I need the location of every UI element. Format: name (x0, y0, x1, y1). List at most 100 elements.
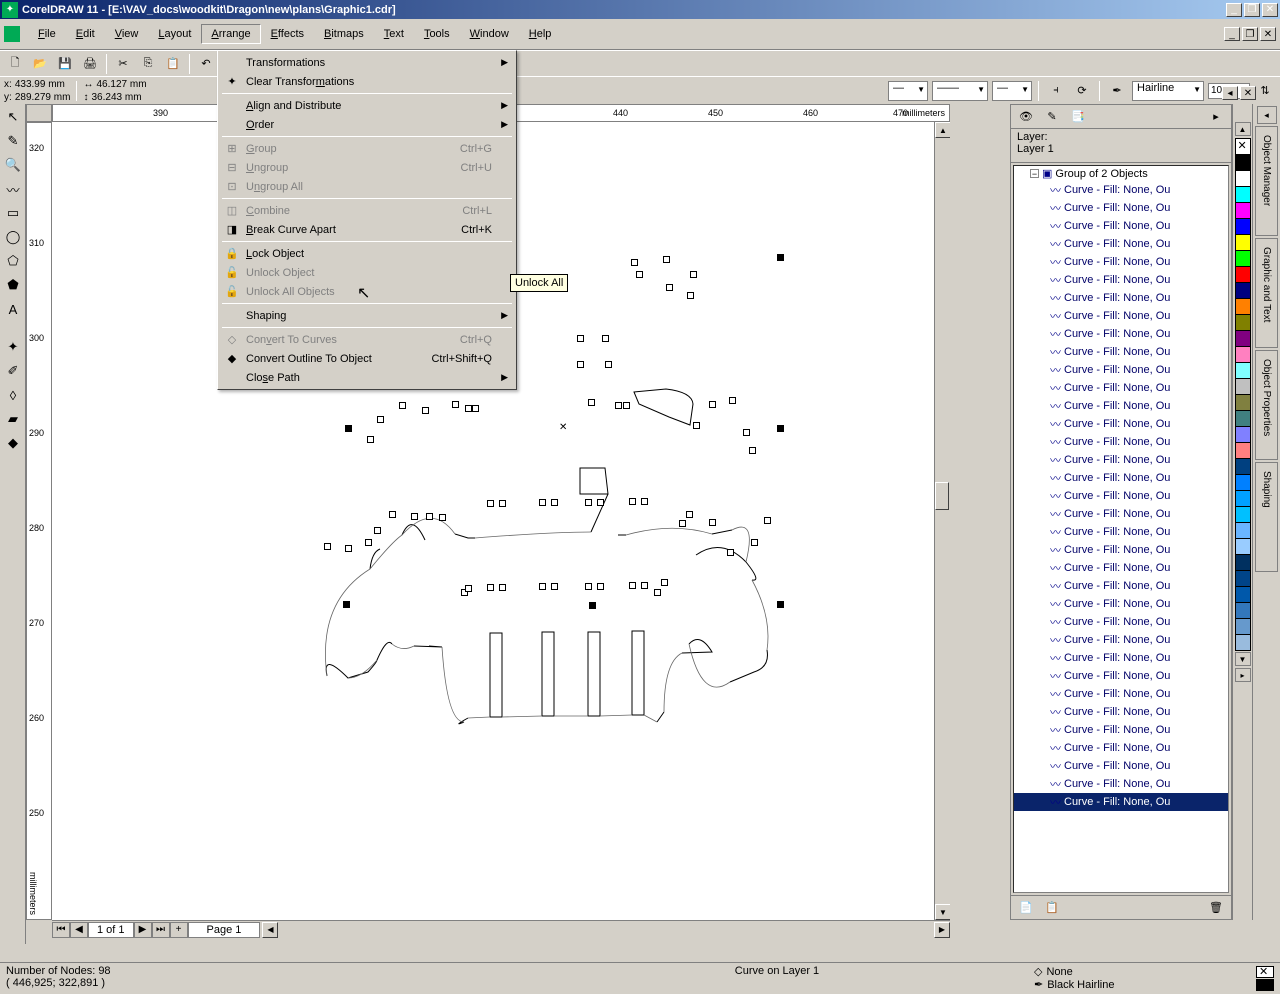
menu-effects[interactable]: Effects (261, 24, 314, 44)
minimize-button[interactable]: _ (1226, 3, 1242, 17)
color-swatch[interactable] (1235, 234, 1251, 251)
tree-curve-item[interactable]: 〰 Curve - Fill: None, Ou (1014, 307, 1228, 325)
curve-node[interactable] (693, 422, 700, 429)
scroll-thumb-v[interactable] (935, 482, 949, 510)
selection-handle[interactable] (777, 601, 784, 608)
curve-node[interactable] (324, 543, 331, 550)
curve-node[interactable] (729, 397, 736, 404)
curve-node[interactable] (465, 585, 472, 592)
tree-curve-item[interactable]: 〰 Curve - Fill: None, Ou (1014, 487, 1228, 505)
color-swatch[interactable] (1235, 218, 1251, 235)
color-swatch[interactable] (1235, 442, 1251, 459)
eyedropper-tool-icon[interactable]: ✐ (2, 360, 24, 382)
curve-node[interactable] (663, 256, 670, 263)
mdi-close-button[interactable]: ✕ (1260, 27, 1276, 41)
curve-node[interactable] (597, 583, 604, 590)
menu-help[interactable]: Help (519, 24, 562, 44)
docker-flyout-icon[interactable]: ▸ (1205, 106, 1227, 128)
color-swatch[interactable] (1235, 490, 1251, 507)
color-swatch[interactable] (1235, 522, 1251, 539)
tree-curve-item[interactable]: 〰 Curve - Fill: None, Ou (1014, 325, 1228, 343)
color-swatch[interactable] (1235, 506, 1251, 523)
curve-node[interactable] (551, 583, 558, 590)
mdi-restore-button[interactable]: ❐ (1242, 27, 1258, 41)
page-tab-1[interactable]: Page 1 (188, 922, 261, 938)
curve-node[interactable] (690, 271, 697, 278)
paste-icon[interactable]: 📋 (162, 53, 184, 75)
tree-curve-item[interactable]: 〰 Curve - Fill: None, Ou (1014, 469, 1228, 487)
curve-node[interactable] (487, 500, 494, 507)
tree-curve-item[interactable]: 〰 Curve - Fill: None, Ou (1014, 505, 1228, 523)
pick-tool-icon[interactable]: ↖ (2, 106, 24, 128)
zoom-tool-icon[interactable]: 🔍 (2, 154, 24, 176)
menu-item-transformations[interactable]: Transformations▶ (220, 53, 514, 72)
curve-node[interactable] (439, 514, 446, 521)
color-swatch[interactable] (1235, 186, 1251, 203)
tree-curve-item[interactable]: 〰 Curve - Fill: None, Ou (1014, 361, 1228, 379)
selection-handle[interactable] (777, 254, 784, 261)
new-icon[interactable]: 🗋 (4, 53, 26, 75)
cut-icon[interactable]: ✂ (112, 53, 134, 75)
curve-node[interactable] (597, 499, 604, 506)
color-swatch[interactable] (1235, 394, 1251, 411)
arrow-start-dropdown[interactable]: — (888, 81, 928, 101)
scroll-up-icon[interactable]: ▲ (935, 122, 950, 138)
curve-node[interactable] (623, 402, 630, 409)
tree-curve-item[interactable]: 〰 Curve - Fill: None, Ou (1014, 703, 1228, 721)
close-button[interactable]: ✕ (1262, 3, 1278, 17)
selection-handle[interactable] (345, 425, 352, 432)
menu-item-lock-object[interactable]: 🔒Lock Object (220, 244, 514, 263)
color-swatch[interactable] (1235, 362, 1251, 379)
tree-curve-item[interactable]: 〰 Curve - Fill: None, Ou (1014, 595, 1228, 613)
curve-node[interactable] (452, 401, 459, 408)
curve-node[interactable] (426, 513, 433, 520)
polygon-tool-icon[interactable]: ⬠ (2, 250, 24, 272)
scroll-down-icon[interactable]: ▼ (935, 904, 950, 920)
mdi-minimize-button[interactable]: _ (1224, 27, 1240, 41)
color-swatch[interactable] (1235, 538, 1251, 555)
curve-node[interactable] (615, 402, 622, 409)
color-swatch[interactable] (1235, 330, 1251, 347)
curve-node[interactable] (764, 517, 771, 524)
color-swatch[interactable] (1235, 154, 1251, 171)
curve-node[interactable] (641, 582, 648, 589)
tree-curve-item[interactable]: 〰 Curve - Fill: None, Ou (1014, 235, 1228, 253)
curve-node[interactable] (636, 271, 643, 278)
palette-scroll-up-icon[interactable]: ▲ (1235, 122, 1251, 136)
color-swatch[interactable] (1235, 282, 1251, 299)
curve-node[interactable] (577, 335, 584, 342)
page-add-icon[interactable]: + (170, 922, 188, 938)
basic-shapes-tool-icon[interactable]: ⬟ (2, 274, 24, 296)
curve-node[interactable] (709, 519, 716, 526)
selection-handle[interactable] (777, 425, 784, 432)
line-style-dropdown[interactable]: —— (932, 81, 988, 101)
tree-curve-item[interactable]: 〰 Curve - Fill: None, Ou (1014, 217, 1228, 235)
tree-curve-item[interactable]: 〰 Curve - Fill: None, Ou (1014, 523, 1228, 541)
curve-node[interactable] (374, 527, 381, 534)
interactive-fill-tool-icon[interactable]: ◆ (2, 432, 24, 454)
curve-node[interactable] (629, 498, 636, 505)
tree-curve-item[interactable]: 〰 Curve - Fill: None, Ou (1014, 685, 1228, 703)
tree-curve-item[interactable]: 〰 Curve - Fill: None, Ou (1014, 415, 1228, 433)
menu-item-break-curve-apart[interactable]: ◨Break Curve ApartCtrl+K (220, 220, 514, 239)
tree-curve-item[interactable]: 〰 Curve - Fill: None, Ou (1014, 289, 1228, 307)
menu-item-close-path[interactable]: Close Path▶ (220, 368, 514, 387)
menu-view[interactable]: View (105, 24, 149, 44)
menu-bitmaps[interactable]: Bitmaps (314, 24, 374, 44)
menu-edit[interactable]: Edit (66, 24, 105, 44)
curve-node[interactable] (585, 499, 592, 506)
selection-center-icon[interactable]: ✕ (559, 422, 567, 433)
tree-curve-item[interactable]: 〰 Curve - Fill: None, Ou (1014, 559, 1228, 577)
curve-node[interactable] (666, 284, 673, 291)
color-swatch[interactable] (1235, 346, 1251, 363)
tree-curve-item[interactable]: 〰 Curve - Fill: None, Ou (1014, 379, 1228, 397)
restore-button[interactable]: ❐ (1244, 3, 1260, 17)
tree-curve-item[interactable]: 〰 Curve - Fill: None, Ou (1014, 739, 1228, 757)
curve-node[interactable] (345, 545, 352, 552)
menu-file[interactable]: File (28, 24, 66, 44)
tree-curve-item[interactable]: 〰 Curve - Fill: None, Ou (1014, 793, 1228, 811)
curve-node[interactable] (411, 513, 418, 520)
color-swatch[interactable] (1235, 602, 1251, 619)
curve-node[interactable] (465, 405, 472, 412)
show-properties-icon[interactable]: 👁 (1015, 106, 1037, 128)
